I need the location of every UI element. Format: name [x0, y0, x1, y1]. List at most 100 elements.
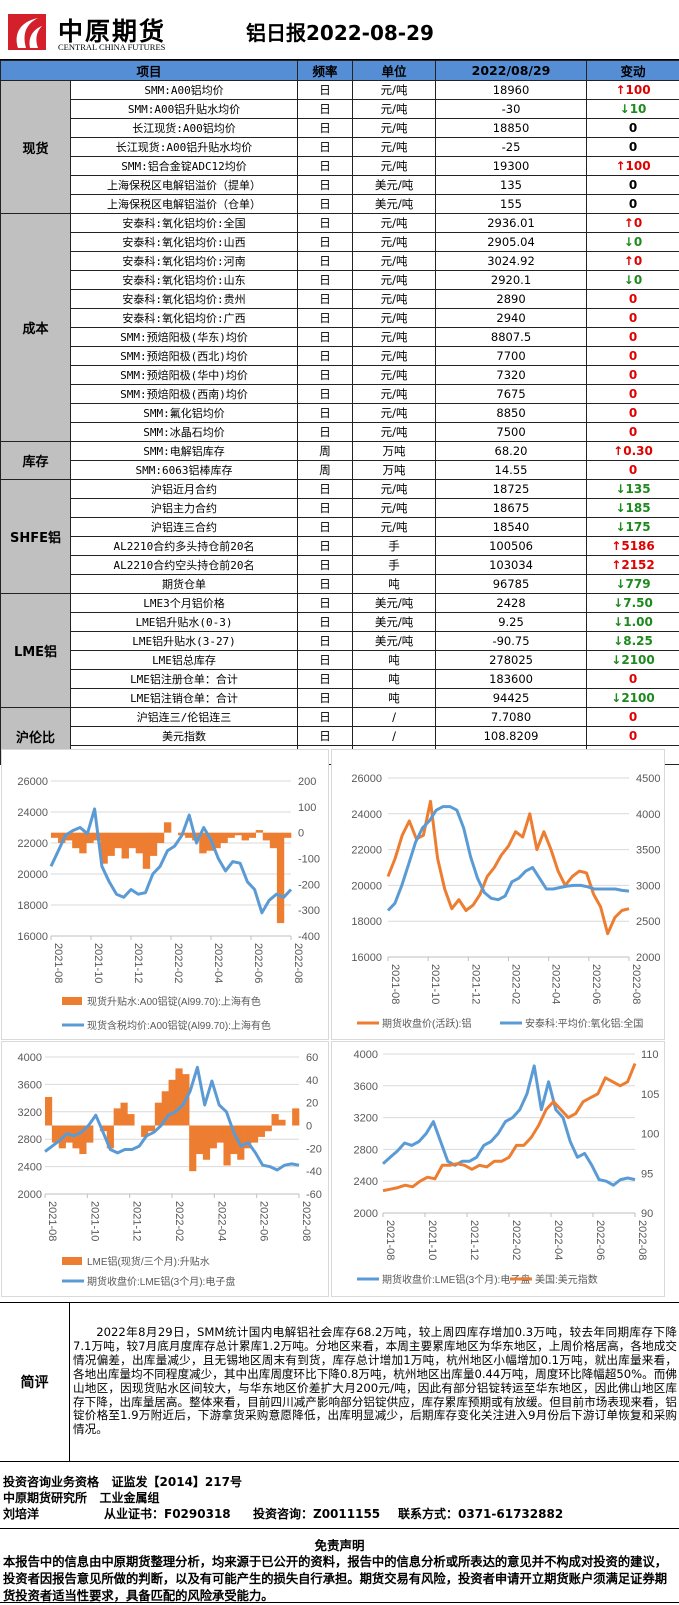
value-cell: 18725 — [436, 480, 587, 499]
left-axis-tick-label: 3600 — [18, 1079, 42, 1091]
left-axis-tick-label: 22000 — [17, 838, 48, 850]
item-cell: 安泰科:氧化铝均价:广西 — [71, 309, 298, 328]
change-value: 0 — [634, 254, 642, 268]
bar — [249, 833, 256, 838]
right-axis-tick-label: 100 — [298, 802, 316, 814]
unit-cell: / — [353, 708, 436, 727]
item-cell: LME3个月铝价格 — [71, 594, 298, 613]
x-axis-tick-label: 2022-02 — [172, 943, 184, 983]
arrow-up-icon: ↑ — [624, 254, 634, 268]
table-row: SMM:A00铝升贴水均价日元/吨-30↓10 — [1, 100, 679, 119]
value-cell: 18540 — [436, 518, 587, 537]
left-axis-tick-label: 16000 — [351, 952, 382, 964]
x-axis-tick-label: 2022-04 — [215, 1201, 227, 1241]
right-axis-tick-label: 4000 — [636, 809, 660, 821]
qualification: 投资咨询业务资格 证监发【2014】217号 — [3, 1473, 242, 1490]
chart-2: 2600024000220002000018000160004500400035… — [332, 750, 666, 1041]
bar — [115, 833, 122, 849]
arrow-up-icon: ↑ — [611, 558, 621, 572]
change-value: 100 — [626, 159, 651, 173]
right-axis-tick-label: 2000 — [636, 952, 660, 964]
left-axis-tick-label: 4000 — [354, 1049, 378, 1061]
unit-cell: 元/吨 — [353, 138, 436, 157]
change-cell: 0 — [587, 461, 679, 480]
value-cell: 2428 — [436, 594, 587, 613]
freq-cell: 日 — [298, 385, 353, 404]
right-axis-tick-label: -60 — [306, 1189, 322, 1201]
change-value: 2100 — [621, 653, 654, 667]
x-axis-tick-label: 2022-08 — [300, 1201, 312, 1241]
freq-cell: 日 — [298, 271, 353, 290]
freq-cell: 日 — [298, 537, 353, 556]
table-row: LME铝升贴水(3-27)日美元/吨-90.75↓8.25 — [1, 632, 679, 651]
bar — [265, 1126, 272, 1132]
bar — [220, 833, 227, 843]
change-cell: ↓0 — [587, 233, 679, 252]
freq-cell: 日 — [298, 518, 353, 537]
left-axis-tick-label: 2400 — [354, 1176, 378, 1188]
unit-cell: 吨 — [353, 689, 436, 708]
col-item: 项目 — [1, 61, 298, 81]
freq-cell: 日 — [298, 176, 353, 195]
change-value: 779 — [626, 577, 651, 591]
bar — [203, 1126, 210, 1160]
analyst-name: 刘培洋 — [3, 1505, 39, 1522]
value-cell: 18960 — [436, 81, 587, 100]
legend-label: 期货收盘价:LME铝(3个月):电子盘 — [87, 1275, 235, 1288]
arrow-down-icon: ↓ — [611, 653, 621, 667]
value-cell: 2905.04 — [436, 233, 587, 252]
value-cell: -30 — [436, 100, 587, 119]
item-cell: 期货仓单 — [71, 575, 298, 594]
bar — [129, 833, 136, 849]
series-line — [383, 1064, 635, 1191]
freq-cell: 日 — [298, 347, 353, 366]
bar — [150, 833, 157, 856]
freq-cell: 日 — [298, 366, 353, 385]
left-axis-tick-label: 2000 — [18, 1189, 42, 1201]
change-value: 1.00 — [623, 615, 653, 629]
comment-label: 简评 — [0, 1303, 70, 1461]
legend-label: 期货收盘价(活跃):铝 — [382, 1017, 471, 1030]
freq-cell: 日 — [298, 157, 353, 176]
series-line — [388, 801, 629, 933]
freq-cell: 日 — [298, 632, 353, 651]
change-value: 0 — [629, 387, 637, 401]
x-axis-tick-label: 2022-06 — [594, 1220, 606, 1260]
bar — [278, 1120, 285, 1126]
item-cell: AL2210合约空头持仓前20名 — [71, 556, 298, 575]
change-cell: ↓175 — [587, 518, 679, 537]
legend-label: 现货升贴水:A00铝锭(Al99.70):上海有色 — [87, 995, 261, 1008]
right-axis-tick-label: -40 — [306, 1166, 322, 1178]
bar — [72, 833, 79, 849]
freq-cell: 日 — [298, 575, 353, 594]
change-cell: ↓135 — [587, 480, 679, 499]
item-cell: LME铝总库存 — [71, 651, 298, 670]
bar — [270, 833, 277, 849]
arrow-up-icon: ↑ — [611, 539, 621, 553]
change-cell: ↑0.30 — [587, 442, 679, 461]
change-value: 8.25 — [623, 634, 653, 648]
unit-cell: 元/吨 — [353, 100, 436, 119]
left-axis-tick-label: 18000 — [17, 900, 48, 912]
bar — [189, 1126, 196, 1172]
left-axis-tick-label: 20000 — [351, 880, 382, 892]
category-cell: 库存 — [1, 442, 71, 480]
right-axis-tick-label: -100 — [298, 854, 320, 866]
change-value: 100 — [626, 83, 651, 97]
item-cell: SMM:A00铝升贴水均价 — [71, 100, 298, 119]
change-value: 0 — [629, 368, 637, 382]
category-cell: LME铝 — [1, 594, 71, 708]
unit-cell: 美元/吨 — [353, 613, 436, 632]
value-cell: 103034 — [436, 556, 587, 575]
item-cell: LME铝注册仓单：合计 — [71, 670, 298, 689]
freq-cell: 日 — [298, 119, 353, 138]
bar — [79, 833, 86, 854]
